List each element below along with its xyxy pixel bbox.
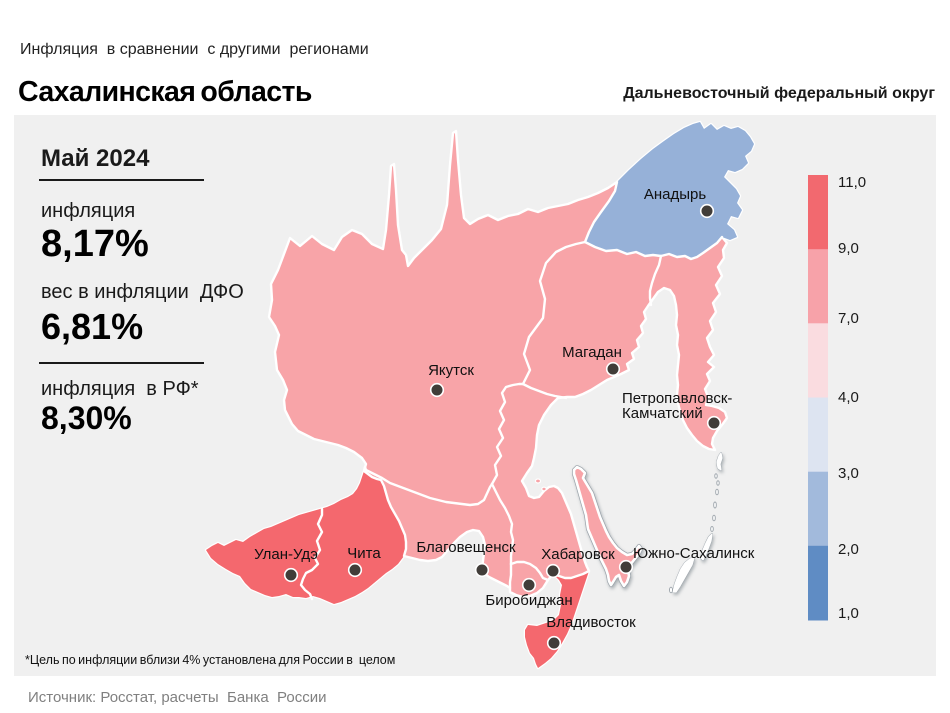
svg-text:Анадырь: Анадырь — [644, 186, 707, 203]
svg-text:Петропавловск-: Петропавловск- — [622, 390, 732, 407]
svg-text:3,0: 3,0 — [838, 465, 859, 482]
svg-text:Улан-Удэ: Улан-Удэ — [254, 546, 318, 563]
svg-text:Магадан: Магадан — [562, 344, 622, 361]
svg-text:7,0: 7,0 — [838, 310, 859, 327]
svg-text:Владивосток: Владивосток — [546, 614, 636, 631]
svg-text:Чита: Чита — [347, 545, 381, 562]
svg-text:Камчатский: Камчатский — [622, 405, 703, 422]
svg-text:1,0: 1,0 — [838, 605, 859, 622]
svg-text:Биробиджан: Биробиджан — [485, 592, 572, 609]
svg-text:2,0: 2,0 — [838, 541, 859, 558]
svg-text:11,0: 11,0 — [838, 174, 866, 191]
svg-text:Якутск: Якутск — [428, 362, 474, 379]
svg-text:Благовещенск: Благовещенск — [416, 539, 516, 556]
svg-text:Хабаровск: Хабаровск — [541, 546, 615, 563]
svg-text:Южно-Сахалинск: Южно-Сахалинск — [633, 545, 755, 562]
svg-text:4,0: 4,0 — [838, 389, 859, 406]
svg-text:9,0: 9,0 — [838, 240, 859, 257]
